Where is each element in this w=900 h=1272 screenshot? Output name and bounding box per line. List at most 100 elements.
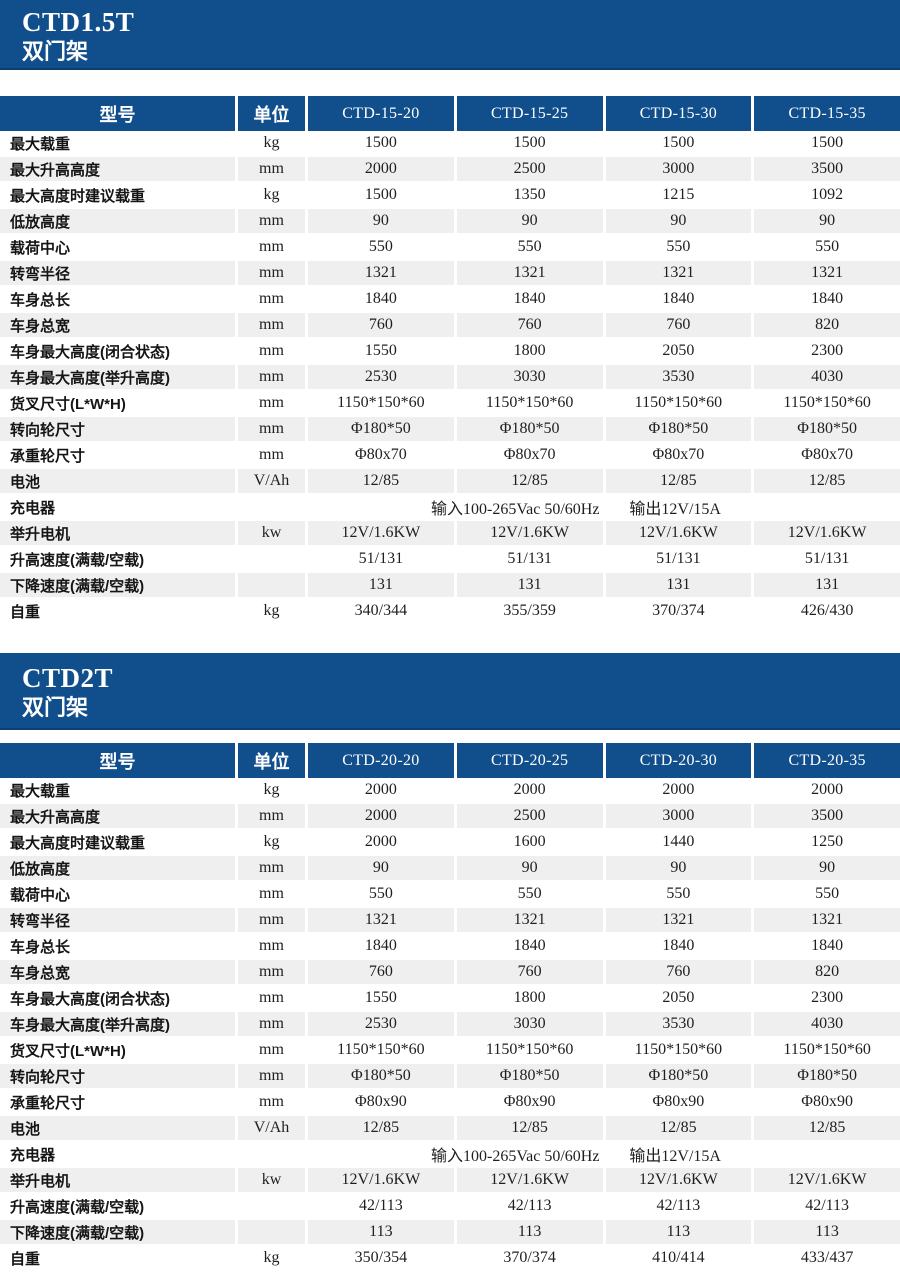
table-row: 举升电机 kw 12V/1.6KW 12V/1.6KW 12V/1.6KW 12V/1.6…	[0, 521, 900, 547]
value-cell: 1150*150*60	[605, 391, 752, 417]
value-cell: 2000	[308, 830, 454, 856]
row-label: 车身总宽	[0, 960, 235, 986]
row-label: 车身总宽	[0, 313, 235, 339]
row-label: 车身最大高度(闭合状态)	[0, 986, 235, 1012]
value-cell: 12V/1.6KW	[605, 1168, 752, 1194]
value-cell: 3530	[605, 365, 752, 391]
value-cell: 3030	[456, 365, 603, 391]
value-cell: 1321	[308, 908, 454, 934]
row-label: 车身最大高度(举升高度)	[0, 365, 235, 391]
value-cell: 12/85	[308, 1116, 454, 1142]
row-unit: mm	[238, 417, 305, 443]
value-cell: Φ180*50	[754, 1064, 900, 1090]
value-cell: 4030	[754, 1012, 900, 1038]
value-cell: 3530	[605, 1012, 752, 1038]
value-cell: 12V/1.6KW	[754, 1168, 900, 1194]
row-unit: kg	[238, 830, 305, 856]
value-cell: 113	[605, 1220, 752, 1246]
table-row: 载荷中心 mm 550 550 550 550	[0, 235, 900, 261]
value-cell: Φ180*50	[754, 417, 900, 443]
table-row: 最大升高高度 mm 2000 2500 3000 3500	[0, 804, 900, 830]
value-cell: 760	[605, 313, 752, 339]
row-label: 转弯半径	[0, 908, 235, 934]
row-unit: kw	[238, 1168, 305, 1194]
row-unit	[238, 495, 305, 521]
table-row: 车身总宽 mm 760 760 760 820	[0, 960, 900, 986]
row-label: 载荷中心	[0, 235, 235, 261]
row-unit: V/Ah	[238, 469, 305, 495]
product-model-header: CTD-15-30	[605, 96, 752, 131]
value-cell: 90	[605, 209, 752, 235]
value-cell: Φ180*50	[308, 417, 454, 443]
value-cell: 1800	[456, 986, 603, 1012]
row-label: 电池	[0, 469, 235, 495]
table-row: 转向轮尺寸 mm Φ180*50 Φ180*50 Φ180*50 Φ180*50	[0, 417, 900, 443]
value-cell: 90	[308, 209, 454, 235]
row-unit: mm	[238, 960, 305, 986]
value-cell: 90	[456, 209, 603, 235]
value-cell: 1092	[754, 183, 900, 209]
value-cell: 2500	[456, 804, 603, 830]
value-cell: 1150*150*60	[605, 1038, 752, 1064]
table-row: 车身最大高度(闭合状态) mm 1550 1800 2050 2300	[0, 339, 900, 365]
value-cell: 90	[754, 856, 900, 882]
value-cell: 2300	[754, 339, 900, 365]
unit-column-header: 单位	[238, 743, 305, 778]
banner-mast-type: 双门架	[22, 695, 89, 720]
row-label: 举升电机	[0, 521, 235, 547]
value-cell: 51/131	[754, 547, 900, 573]
value-cell: Φ180*50	[308, 1064, 454, 1090]
value-cell: 1500	[456, 131, 603, 157]
table-row: 举升电机 kw 12V/1.6KW 12V/1.6KW 12V/1.6KW 12V/1.6…	[0, 1168, 900, 1194]
value-cell: 1500	[605, 131, 752, 157]
table-row: 升高速度(满载/空载) 42/113 42/113 42/113 42/113	[0, 1194, 900, 1220]
value-cell: 12V/1.6KW	[308, 521, 454, 547]
row-unit: kg	[238, 1246, 305, 1272]
row-label: 充电器	[0, 495, 235, 521]
row-label: 最大升高高度	[0, 804, 235, 830]
value-cell: 113	[754, 1220, 900, 1246]
row-unit: mm	[238, 443, 305, 469]
product-model-header: CTD-15-20	[308, 96, 454, 131]
table-row: 自重 kg 350/354 370/374 410/414 433/437	[0, 1246, 900, 1272]
value-cell: 51/131	[308, 547, 454, 573]
row-unit: kg	[238, 183, 305, 209]
row-label: 最大载重	[0, 131, 235, 157]
value-cell: 1215	[605, 183, 752, 209]
row-unit: kg	[238, 778, 305, 804]
value-cell: 1150*150*60	[308, 1038, 454, 1064]
row-label: 自重	[0, 599, 235, 625]
table-row: 转弯半径 mm 1321 1321 1321 1321	[0, 908, 900, 934]
row-unit: mm	[238, 986, 305, 1012]
value-cell: 355/359	[456, 599, 603, 625]
value-cell: 550	[308, 882, 454, 908]
model-column-header: 型号	[0, 743, 235, 778]
row-unit: mm	[238, 882, 305, 908]
value-cell: 1150*150*60	[754, 391, 900, 417]
value-cell: 1321	[456, 261, 603, 287]
table-row: 自重 kg 340/344 355/359 370/374 426/430	[0, 599, 900, 625]
table-row: 载荷中心 mm 550 550 550 550	[0, 882, 900, 908]
product-model-header: CTD-20-25	[456, 743, 603, 778]
product-model-header: CTD-20-20	[308, 743, 454, 778]
value-cell: 1840	[456, 287, 603, 313]
value-cell: 12/85	[456, 1116, 603, 1142]
value-cell: 42/113	[456, 1194, 603, 1220]
spec-table: 型号 单位 CTD-20-20 CTD-20-25 CTD-20-30 CTD-20-35…	[0, 743, 900, 1272]
value-cell: 1840	[605, 287, 752, 313]
value-cell: 51/131	[605, 547, 752, 573]
table-row: 车身最大高度(举升高度) mm 2530 3030 3530 4030	[0, 365, 900, 391]
row-unit: mm	[238, 1064, 305, 1090]
row-label: 最大高度时建议载重	[0, 183, 235, 209]
row-unit: mm	[238, 261, 305, 287]
value-cell: Φ180*50	[456, 1064, 603, 1090]
value-cell: 760	[456, 960, 603, 986]
row-unit: mm	[238, 391, 305, 417]
table-row: 转向轮尺寸 mm Φ180*50 Φ180*50 Φ180*50 Φ180*50	[0, 1064, 900, 1090]
value-cell: 1321	[605, 908, 752, 934]
table-row: 最大高度时建议载重 kg 2000 1600 1440 1250	[0, 830, 900, 856]
value-cell: 1321	[605, 261, 752, 287]
value-cell: 550	[605, 882, 752, 908]
table-row: 下降速度(满载/空载) 131 131 131 131	[0, 573, 900, 599]
row-label: 下降速度(满载/空载)	[0, 573, 235, 599]
